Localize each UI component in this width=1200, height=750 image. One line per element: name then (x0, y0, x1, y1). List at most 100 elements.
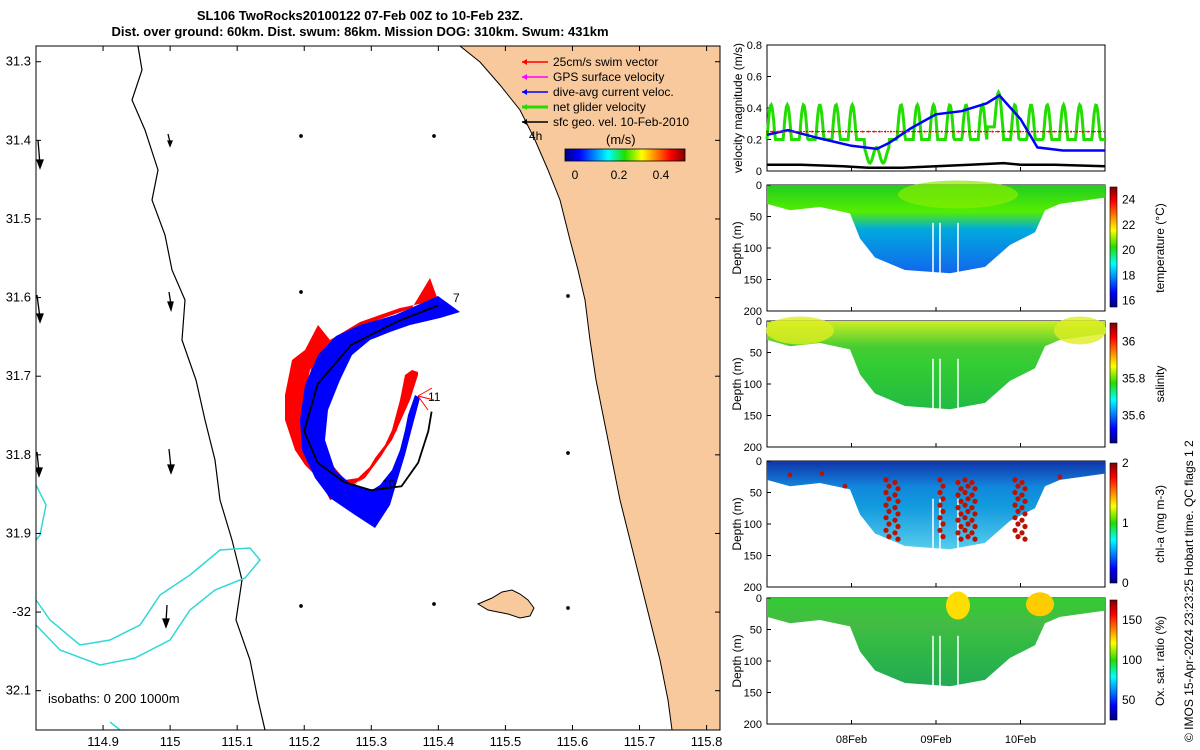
chla-maximum-point (883, 477, 889, 483)
map-xtick-label: 114.9 (87, 734, 119, 749)
glider-track-line (303, 304, 439, 492)
swim-marker (811, 130, 814, 133)
chla-maximum-point (892, 505, 898, 511)
isobath-1000m (36, 484, 261, 730)
chla-maximum-point (1012, 515, 1018, 521)
swim-marker (777, 130, 780, 133)
chla-maximum-point (965, 534, 971, 540)
chla-maximum-point (965, 508, 971, 514)
chla-maximum-point (1012, 477, 1018, 483)
chla-maximum-point (972, 536, 978, 542)
colorbar-tick-label: 35.6 (1122, 408, 1146, 422)
swim-marker (901, 130, 904, 133)
chla-maximum-point (883, 515, 889, 521)
chla-maximum-point (883, 527, 889, 533)
chla-maximum-point (1015, 508, 1021, 514)
map-ytick-label: -32 (12, 604, 31, 619)
chla-maximum-point (972, 498, 978, 504)
section-colorbar (1109, 599, 1118, 721)
chla-maximum-point (886, 521, 892, 527)
coastline-land (459, 46, 720, 730)
map-axes: 114.9 115 115.1 115.2 115.3 115.4 115.5 115.6 11… (6, 46, 722, 749)
map-colorbar-tick-0: 0 (572, 168, 579, 182)
legend-arrowhead (522, 74, 527, 80)
colorbar-label: salinity (1153, 366, 1167, 403)
section-ytick-label: 150 (744, 411, 762, 423)
chla-maximum-point (955, 530, 961, 536)
swim-marker (1092, 130, 1095, 133)
swim-marker (850, 130, 853, 133)
swim-marker (951, 130, 954, 133)
chla-maximum-point (892, 479, 898, 486)
colorbar-tick-label: 1 (1122, 516, 1129, 530)
swim-marker (895, 130, 898, 133)
colorbar-tick-label: 2 (1122, 456, 1129, 470)
swim-marker (912, 130, 915, 133)
colorbar-tick-label: 35.8 (1122, 371, 1146, 385)
vel-ytick-label: 0.8 (747, 40, 762, 52)
warm-surface-layer (898, 180, 1018, 209)
chla-maximum-point (1019, 505, 1025, 511)
map-ytick-label: 32.1 (6, 683, 31, 698)
section-ylabel: Depth (m) (730, 497, 744, 550)
isobath-200m (131, 46, 266, 730)
chla-maximum-point (972, 523, 978, 530)
swim-marker (1058, 130, 1061, 133)
section-ytick-label: 150 (744, 275, 762, 287)
section-ytick-label: 100 (744, 656, 762, 668)
swim-marker (906, 130, 909, 133)
legend-net: net glider velocity (553, 100, 646, 114)
chla-maximum-point (940, 521, 946, 527)
map-ytick-label: 31.6 (6, 290, 31, 305)
swim-marker (805, 130, 808, 133)
swim-marker (788, 130, 791, 133)
swim-marker (985, 130, 988, 133)
colorbar-tick-label: 36 (1122, 334, 1136, 348)
swim-marker (782, 130, 785, 133)
day-label-7: 7 (453, 291, 460, 305)
colorbar-tick-label: 50 (1122, 693, 1136, 707)
legend-4h: 4h (529, 129, 542, 143)
chla-maximum-point (958, 536, 964, 542)
swim-marker (1013, 130, 1016, 133)
swim-marker (1087, 130, 1090, 133)
map-ytick-label: 31.9 (6, 525, 31, 540)
section-ytick-label: 50 (750, 348, 762, 360)
legend-arrowhead (522, 104, 527, 110)
chla-maximum-point (883, 502, 889, 508)
swim-marker (856, 130, 859, 133)
swim-marker (799, 130, 802, 133)
map-xtick-label: 115.1 (221, 734, 253, 749)
swim-marker (827, 130, 830, 133)
chla-maximum-point (886, 508, 892, 514)
colorbar-tick-label: 24 (1122, 193, 1136, 207)
vel-ytick-label: 0.2 (747, 135, 762, 147)
swim-marker (1008, 130, 1011, 133)
isobaths-label: isobaths: 0 200 1000m (48, 691, 180, 706)
colorbar-tick-label: 20 (1122, 243, 1136, 257)
island (476, 589, 535, 619)
chla-maximum-point (883, 489, 889, 496)
chla-maximum-point (892, 492, 898, 498)
colorbar-label: chl-a (mg m-3) (1153, 485, 1167, 563)
chla-maximum-point (895, 511, 901, 517)
section-ytick-label: 0 (756, 316, 762, 328)
chla-maximum-point (969, 517, 975, 523)
vel-ytick-label: 0 (756, 166, 762, 178)
map-xtick-label: 115.6 (557, 734, 589, 749)
chla-maximum-point (955, 505, 961, 511)
section-ytick-label: 200 (744, 719, 762, 731)
map-colorbar-tick-1: 0.2 (611, 168, 628, 182)
map-xtick-label: 115.7 (624, 734, 656, 749)
chla-maximum-point (940, 508, 946, 514)
section-ytick-label: 150 (744, 688, 762, 700)
legend-gps: GPS surface velocity (553, 70, 664, 84)
swim-marker (816, 130, 819, 133)
section-ylabel: Depth (m) (730, 634, 744, 687)
map-xtick-label: 115.3 (356, 734, 388, 749)
swim-marker (844, 130, 847, 133)
swim-marker (974, 130, 977, 133)
colorbar-tick-label: 22 (1122, 218, 1136, 232)
swim-marker (957, 130, 960, 133)
section-ytick-label: 50 (750, 625, 762, 637)
